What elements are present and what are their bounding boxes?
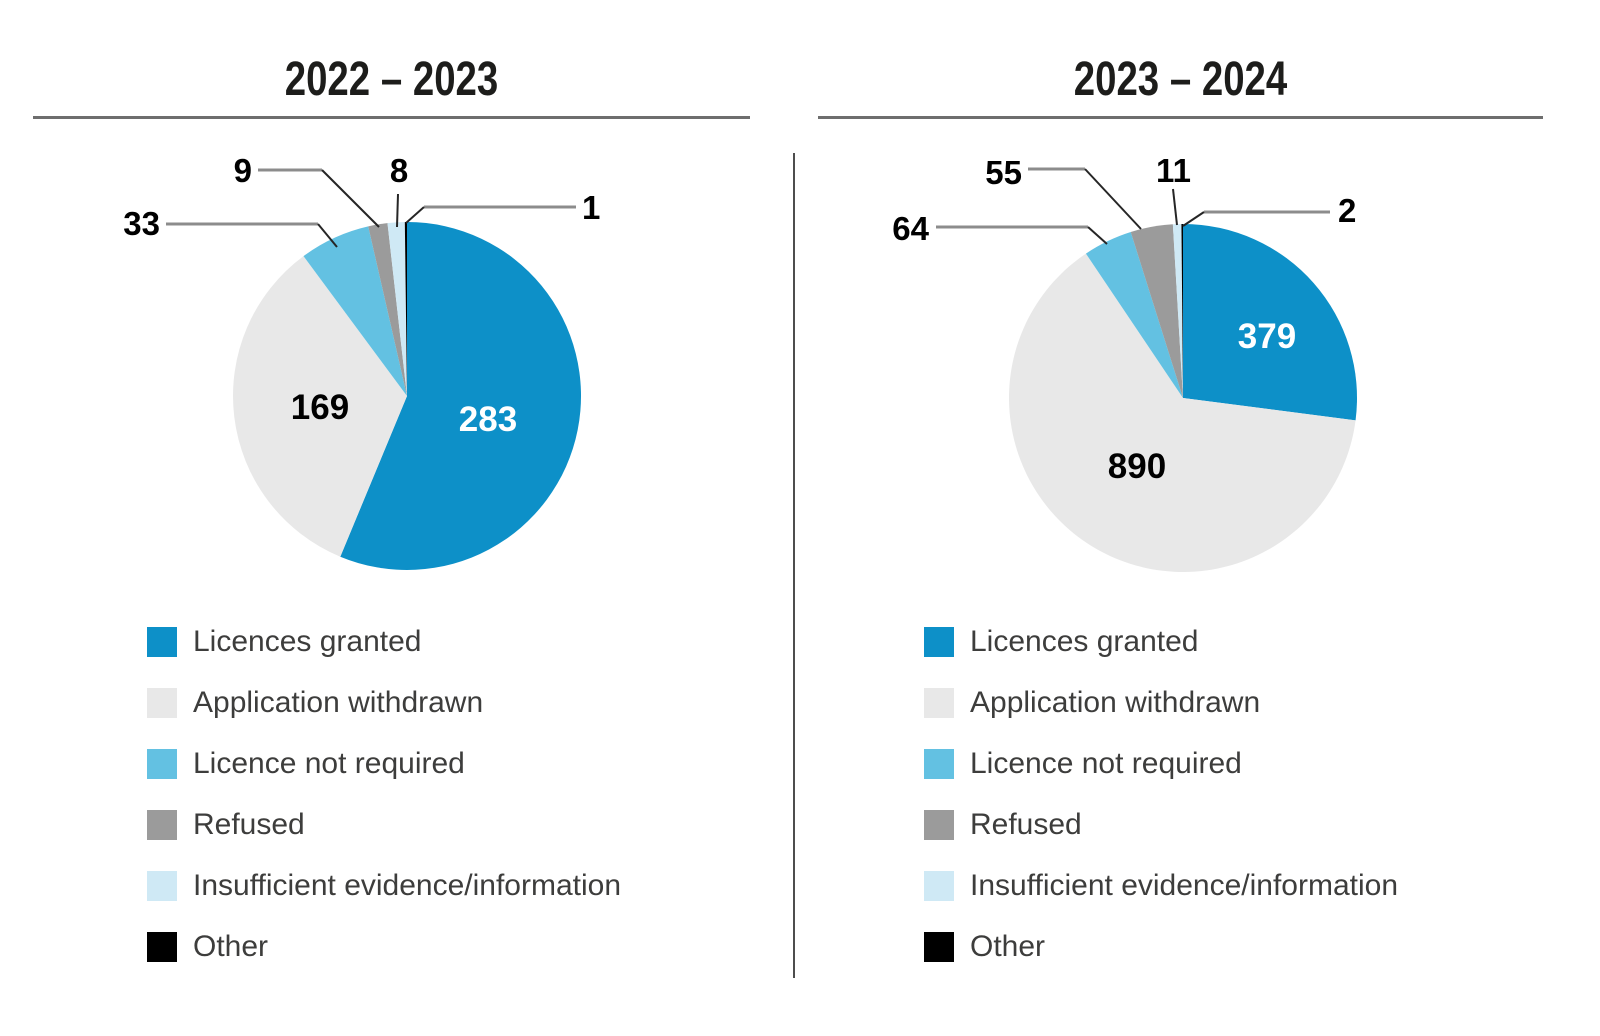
slice-value-licences-granted-left: 283 <box>458 400 518 439</box>
pie-slice-licence-not-required-left <box>303 226 407 396</box>
legend-swatch-other <box>147 932 177 962</box>
legend-item-refused: Refused <box>147 808 621 841</box>
pie-slice-licence-not-required-right <box>1085 232 1183 398</box>
chart-title-left: 2022 – 2023 <box>284 53 499 106</box>
legend-swatch-refused <box>147 810 177 840</box>
leader-line <box>321 169 380 228</box>
legend-label: Refused <box>193 808 305 841</box>
legend-item-refused: Refused <box>924 808 1398 841</box>
leader-line <box>1084 168 1142 230</box>
legend-item-licences-granted: Licences granted <box>924 625 1398 658</box>
pie-slice-refused-right <box>1130 224 1183 398</box>
pie-slice-insufficient-evidence-information-right <box>1172 224 1183 398</box>
pie-slice-refused-left <box>368 223 407 396</box>
callout-refused-left: 9 <box>233 152 252 189</box>
title-rule-left <box>33 116 750 119</box>
callout-refused-right: 55 <box>985 154 1022 191</box>
legend-label: Licences granted <box>970 625 1199 658</box>
callout-other-left: 1 <box>582 189 601 226</box>
legend-label: Licence not required <box>970 747 1242 780</box>
legend-label: Application withdrawn <box>193 686 484 719</box>
legend-label: Other <box>193 930 269 963</box>
legend-label: Other <box>970 930 1046 963</box>
pie-slice-licences-granted-right <box>1183 224 1358 421</box>
pie-slice-application-withdrawn-left <box>233 256 407 557</box>
callout-other-right: 2 <box>1338 192 1357 229</box>
pie-slice-application-withdrawn-right <box>1009 253 1356 573</box>
pie-slice-other-right <box>1181 224 1183 398</box>
pie-slice-licences-granted-left <box>340 222 582 570</box>
legend-swatch-licences-granted <box>147 627 177 657</box>
legend-label: Licence not required <box>193 747 465 780</box>
legend-swatch-licences-granted <box>924 627 954 657</box>
legend-item-insufficient-evidence-information: Insufficient evidence/information <box>924 869 1399 902</box>
panel-divider <box>793 153 795 978</box>
legend-swatch-application-withdrawn <box>924 688 954 718</box>
leader-line <box>405 206 425 224</box>
legend-item-application-withdrawn: Application withdrawn <box>147 686 621 719</box>
callout-licence-not-required-right: 64 <box>892 210 929 247</box>
legend-label: Refused <box>970 808 1082 841</box>
callout-licence-not-required-left: 33 <box>123 205 160 242</box>
slice-value-licences-granted-right: 379 <box>1237 317 1297 356</box>
legend-label: Insufficient evidence/information <box>193 869 622 902</box>
title-rule-right <box>818 116 1543 119</box>
leader-line <box>1172 188 1178 226</box>
legend-item-licences-granted: Licences granted <box>147 625 621 658</box>
legend-swatch-insufficient-evidence-information <box>147 871 177 901</box>
legend-label: Licences granted <box>193 625 422 658</box>
slice-value-application-withdrawn-left: 169 <box>290 388 350 427</box>
legend-swatch-insufficient-evidence-information <box>924 871 954 901</box>
leader-line <box>1087 226 1108 245</box>
legend-left: Licences granted Application withdrawn Lic… <box>147 625 622 963</box>
legend-swatch-application-withdrawn <box>147 688 177 718</box>
legend-item-licence-not-required: Licence not required <box>147 747 621 780</box>
legend-label: Insufficient evidence/information <box>970 869 1399 902</box>
legend-right: Licences granted Application withdrawn Lic… <box>924 625 1399 963</box>
legend-label: Application withdrawn <box>970 686 1261 719</box>
leader-line <box>1182 211 1205 227</box>
legend-swatch-refused <box>924 810 954 840</box>
pie-slice-other-left <box>404 221 407 396</box>
leader-line <box>317 223 338 248</box>
legend-item-other: Other <box>924 930 1398 963</box>
leader-line <box>396 193 399 228</box>
legend-item-application-withdrawn: Application withdrawn <box>924 686 1398 719</box>
callout-insufficient-evidence-left: 8 <box>389 152 409 189</box>
legend-item-insufficient-evidence-information: Insufficient evidence/information <box>147 869 622 902</box>
slice-value-application-withdrawn-right: 890 <box>1107 447 1167 486</box>
pie-slice-insufficient-evidence-information-left <box>387 222 407 396</box>
legend-item-licence-not-required: Licence not required <box>924 747 1398 780</box>
legend-item-other: Other <box>147 930 621 963</box>
legend-swatch-other <box>924 932 954 962</box>
legend-swatch-licence-not-required <box>924 749 954 779</box>
callout-insufficient-evidence-right: 11 <box>1156 152 1191 189</box>
legend-swatch-licence-not-required <box>147 749 177 779</box>
chart-title-right: 2023 – 2024 <box>1073 53 1288 106</box>
